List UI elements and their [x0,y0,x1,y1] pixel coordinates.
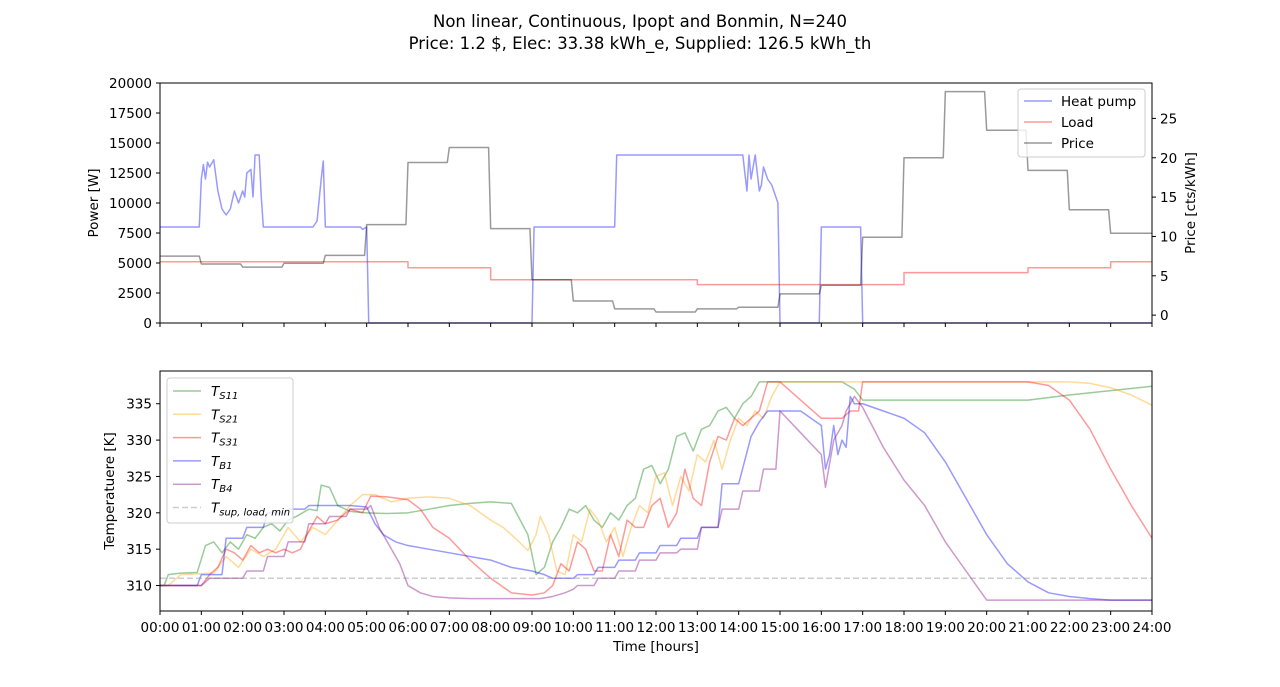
legend-label: Price [1061,136,1094,152]
series-TS31 [160,381,1153,596]
x-tick-label: 15:00 [761,620,800,636]
y-tick-label: 320 [126,506,152,522]
x-tick-label: 02:00 [223,620,262,636]
x-tick-label: 04:00 [306,620,345,636]
figure-title-line1: Non linear, Continuous, Ipopt and Bonmin… [433,12,847,31]
x-tick-label: 19:00 [926,620,965,636]
x-tick-label: 23:00 [1091,620,1130,636]
y-tick-label: 10000 [109,196,152,212]
y-tick-label: 315 [126,542,152,558]
y2-tick-label: 20 [1160,151,1177,167]
y-tick-label: 12500 [109,166,152,182]
x-tick-label: 01:00 [182,620,221,636]
y-tick-label: 335 [126,397,152,413]
x-tick-label: 10:00 [554,620,593,636]
legend-label: Tsup, load, min [211,501,290,519]
x-tick-label: 00:00 [141,620,180,636]
y-tick-label: 5000 [118,256,152,272]
y2-tick-label: 25 [1160,111,1177,127]
series-TS21 [160,381,1153,587]
legend-label: TS11 [211,384,238,402]
series-load [160,261,1152,286]
x-tick-label: 06:00 [389,620,428,636]
series-heat-pump [160,154,1152,324]
legend-label: TS31 [211,431,238,449]
x-tick-label: 21:00 [1009,620,1048,636]
y-tick-label: 310 [126,579,152,595]
x-axis-label: Time [hours] [612,639,699,655]
y-tick-label: 2500 [118,286,152,302]
x-tick-label: 17:00 [843,620,882,636]
x-tick-label: 22:00 [1050,620,1089,636]
y-tick-label: 7500 [118,226,152,242]
y-tick-label: 325 [126,469,152,485]
x-tick-label: 05:00 [347,620,386,636]
y-tick-label: 15000 [109,136,152,152]
legend-label: TS21 [211,407,238,425]
x-tick-label: 12:00 [637,620,676,636]
x-tick-label: 16:00 [802,620,841,636]
x-tick-label: 03:00 [265,620,304,636]
power-price-plot: 0 2500 5000 7500 10000 12500 15000 17500 20000 0 5… [86,76,1199,332]
y-tick-label: 20000 [109,76,152,92]
y-axis-label: Temperatuere [K] [102,432,118,551]
series-TS11 [160,381,1153,587]
legend-frame [1017,88,1146,158]
bottom-axes-frame [159,370,1153,612]
series-TB1 [160,395,1152,601]
figure-title-line2: Price: 1.2 $, Elec: 33.38 kWh_e, Supplie… [409,34,872,54]
x-tick-label: 14:00 [719,620,758,636]
x-tick-label: 20:00 [967,620,1006,636]
y2-tick-label: 5 [1160,269,1169,285]
legend-label: Heat pump [1061,94,1136,110]
y2-axis-label: Price [cts/kWh] [1183,152,1199,254]
x-tick-label: 13:00 [678,620,717,636]
x-tick-label: 08:00 [471,620,510,636]
series-price [160,90,1152,313]
temperature-plot: 310 315 320 325 330 335 00:00 01:00 02:00 03:00 04… [102,370,1172,655]
legend-label: Load [1061,115,1093,131]
legend-bottom: TS11 TS21 TS31 TB1 TB4 Tsup, load, min [166,377,294,524]
y2-tick-label: 10 [1160,229,1177,245]
x-tick-label: 18:00 [885,620,924,636]
x-tick-label: 11:00 [595,620,634,636]
top-axes-frame [159,82,1153,324]
series-TB4 [160,395,1152,601]
y-tick-label: 330 [126,433,152,449]
legend-label: TB4 [211,477,232,495]
y2-tick-label: 15 [1160,190,1177,206]
x-tick-label: 24:00 [1133,620,1172,636]
legend-frame [166,377,294,524]
x-tick-label: 07:00 [430,620,469,636]
y-tick-label: 0 [143,316,152,332]
legend-label: TB1 [211,454,232,472]
x-tick-label: 09:00 [513,620,552,636]
legend-top: Heat pump Load Price [1017,88,1146,158]
y-axis-label: Power [W] [86,169,102,238]
y-tick-label: 17500 [109,106,152,122]
y2-tick-label: 0 [1160,308,1169,324]
